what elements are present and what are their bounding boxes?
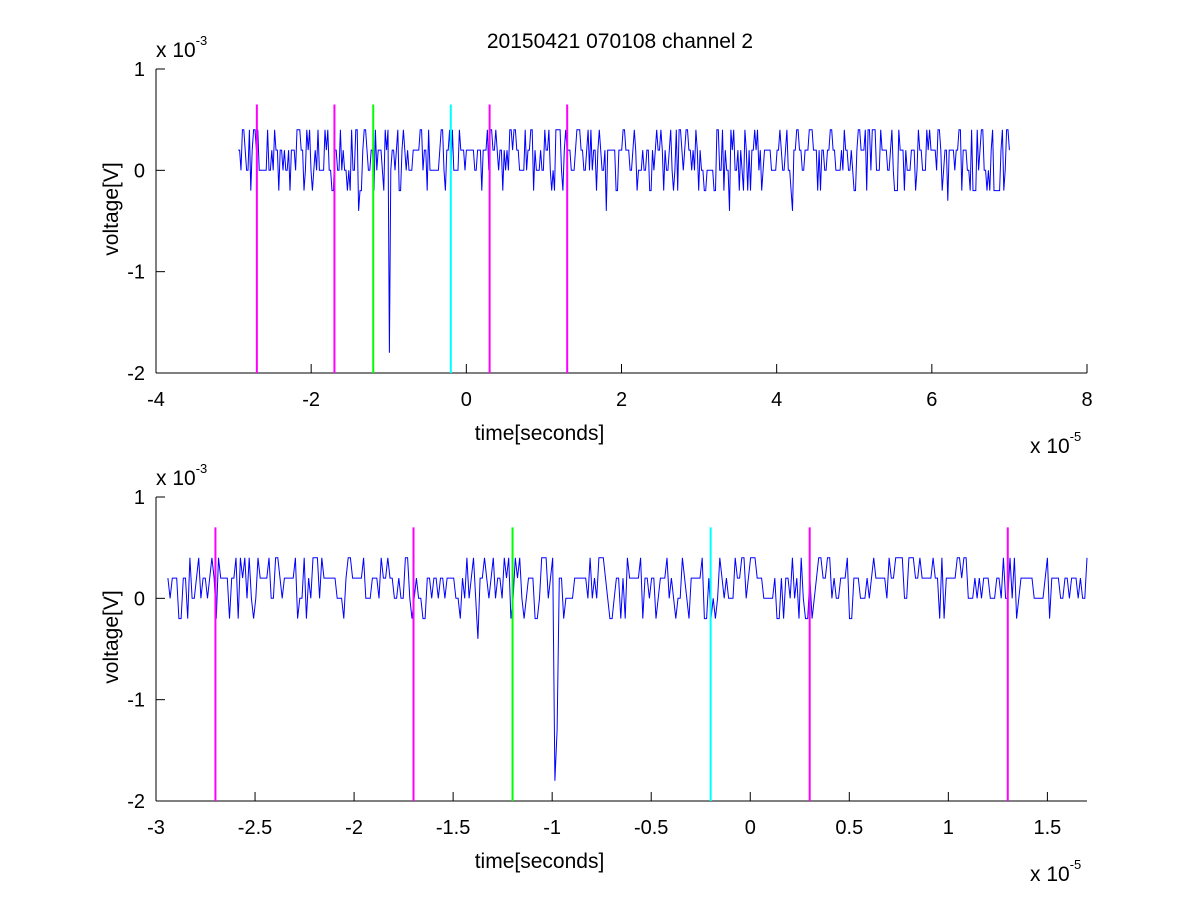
x-tick-label: -2 bbox=[345, 817, 363, 839]
x-axis-label: time[seconds] bbox=[475, 850, 605, 873]
y-multiplier-label: x 10-3 bbox=[156, 461, 207, 490]
x-tick-label: 8 bbox=[1081, 389, 1092, 411]
top-plot: -4 -2 0 2 4 6 8-2-101time[seconds]voltage[V]x … bbox=[100, 33, 1093, 458]
y-multiplier-label: x 10-3 bbox=[156, 33, 207, 62]
y-multiplier-base: x 10 bbox=[156, 467, 196, 490]
x-tick-label: -2.5 bbox=[238, 817, 272, 839]
y-tick-label: 0 bbox=[134, 588, 145, 610]
y-multiplier-exponent: -3 bbox=[196, 33, 208, 48]
voltage-trace-line bbox=[238, 129, 1010, 353]
x-tick-label: 1 bbox=[943, 817, 954, 839]
x-tick-label: 0 bbox=[461, 389, 472, 411]
y-tick-label: 1 bbox=[134, 59, 145, 81]
chart-title: 20150421 070108 channel 2 bbox=[487, 30, 753, 53]
y-tick-label: -2 bbox=[127, 791, 145, 813]
x-tick-label: 2 bbox=[616, 389, 627, 411]
x-multiplier-exponent: -5 bbox=[1070, 857, 1082, 872]
y-tick-label: 0 bbox=[134, 160, 145, 182]
y-axis-label: voltage[V] bbox=[100, 590, 123, 683]
x-multiplier-label: x 10-5 bbox=[1030, 429, 1081, 458]
y-tick-label: 1 bbox=[134, 487, 145, 509]
x-axis-label: time[seconds] bbox=[475, 422, 605, 445]
y-multiplier-exponent: -3 bbox=[196, 461, 208, 476]
x-multiplier-label: x 10-5 bbox=[1030, 857, 1081, 886]
y-tick-label: -2 bbox=[127, 363, 145, 385]
voltage-trace-line bbox=[167, 557, 1088, 781]
x-multiplier-exponent: -5 bbox=[1070, 429, 1082, 444]
y-tick-label: -1 bbox=[127, 690, 145, 712]
x-tick-label: -2 bbox=[302, 389, 320, 411]
bottom-plot: -3 -2.5 -2 -1.5 -1 -0.5 0 0.5 1 1.5 -2 -1 0 1 time[sec… bbox=[100, 461, 1088, 886]
x-tick-label: -1 bbox=[543, 817, 561, 839]
x-tick-label: -4 bbox=[147, 389, 165, 411]
x-tick-label: -3 bbox=[147, 817, 165, 839]
x-tick-label: 6 bbox=[926, 389, 937, 411]
x-tick-label: 0 bbox=[745, 817, 756, 839]
x-tick-label: 4 bbox=[771, 389, 782, 411]
y-axis-label: voltage[V] bbox=[100, 162, 123, 255]
x-tick-label: -1.5 bbox=[436, 817, 470, 839]
y-tick-label: -1 bbox=[127, 262, 145, 284]
x-multiplier-base: x 10 bbox=[1030, 863, 1070, 886]
x-multiplier-base: x 10 bbox=[1030, 435, 1070, 458]
x-tick-label: 0.5 bbox=[835, 817, 863, 839]
x-tick-label: 1.5 bbox=[1033, 817, 1061, 839]
y-multiplier-base: x 10 bbox=[156, 39, 196, 62]
x-tick-label: -0.5 bbox=[634, 817, 668, 839]
